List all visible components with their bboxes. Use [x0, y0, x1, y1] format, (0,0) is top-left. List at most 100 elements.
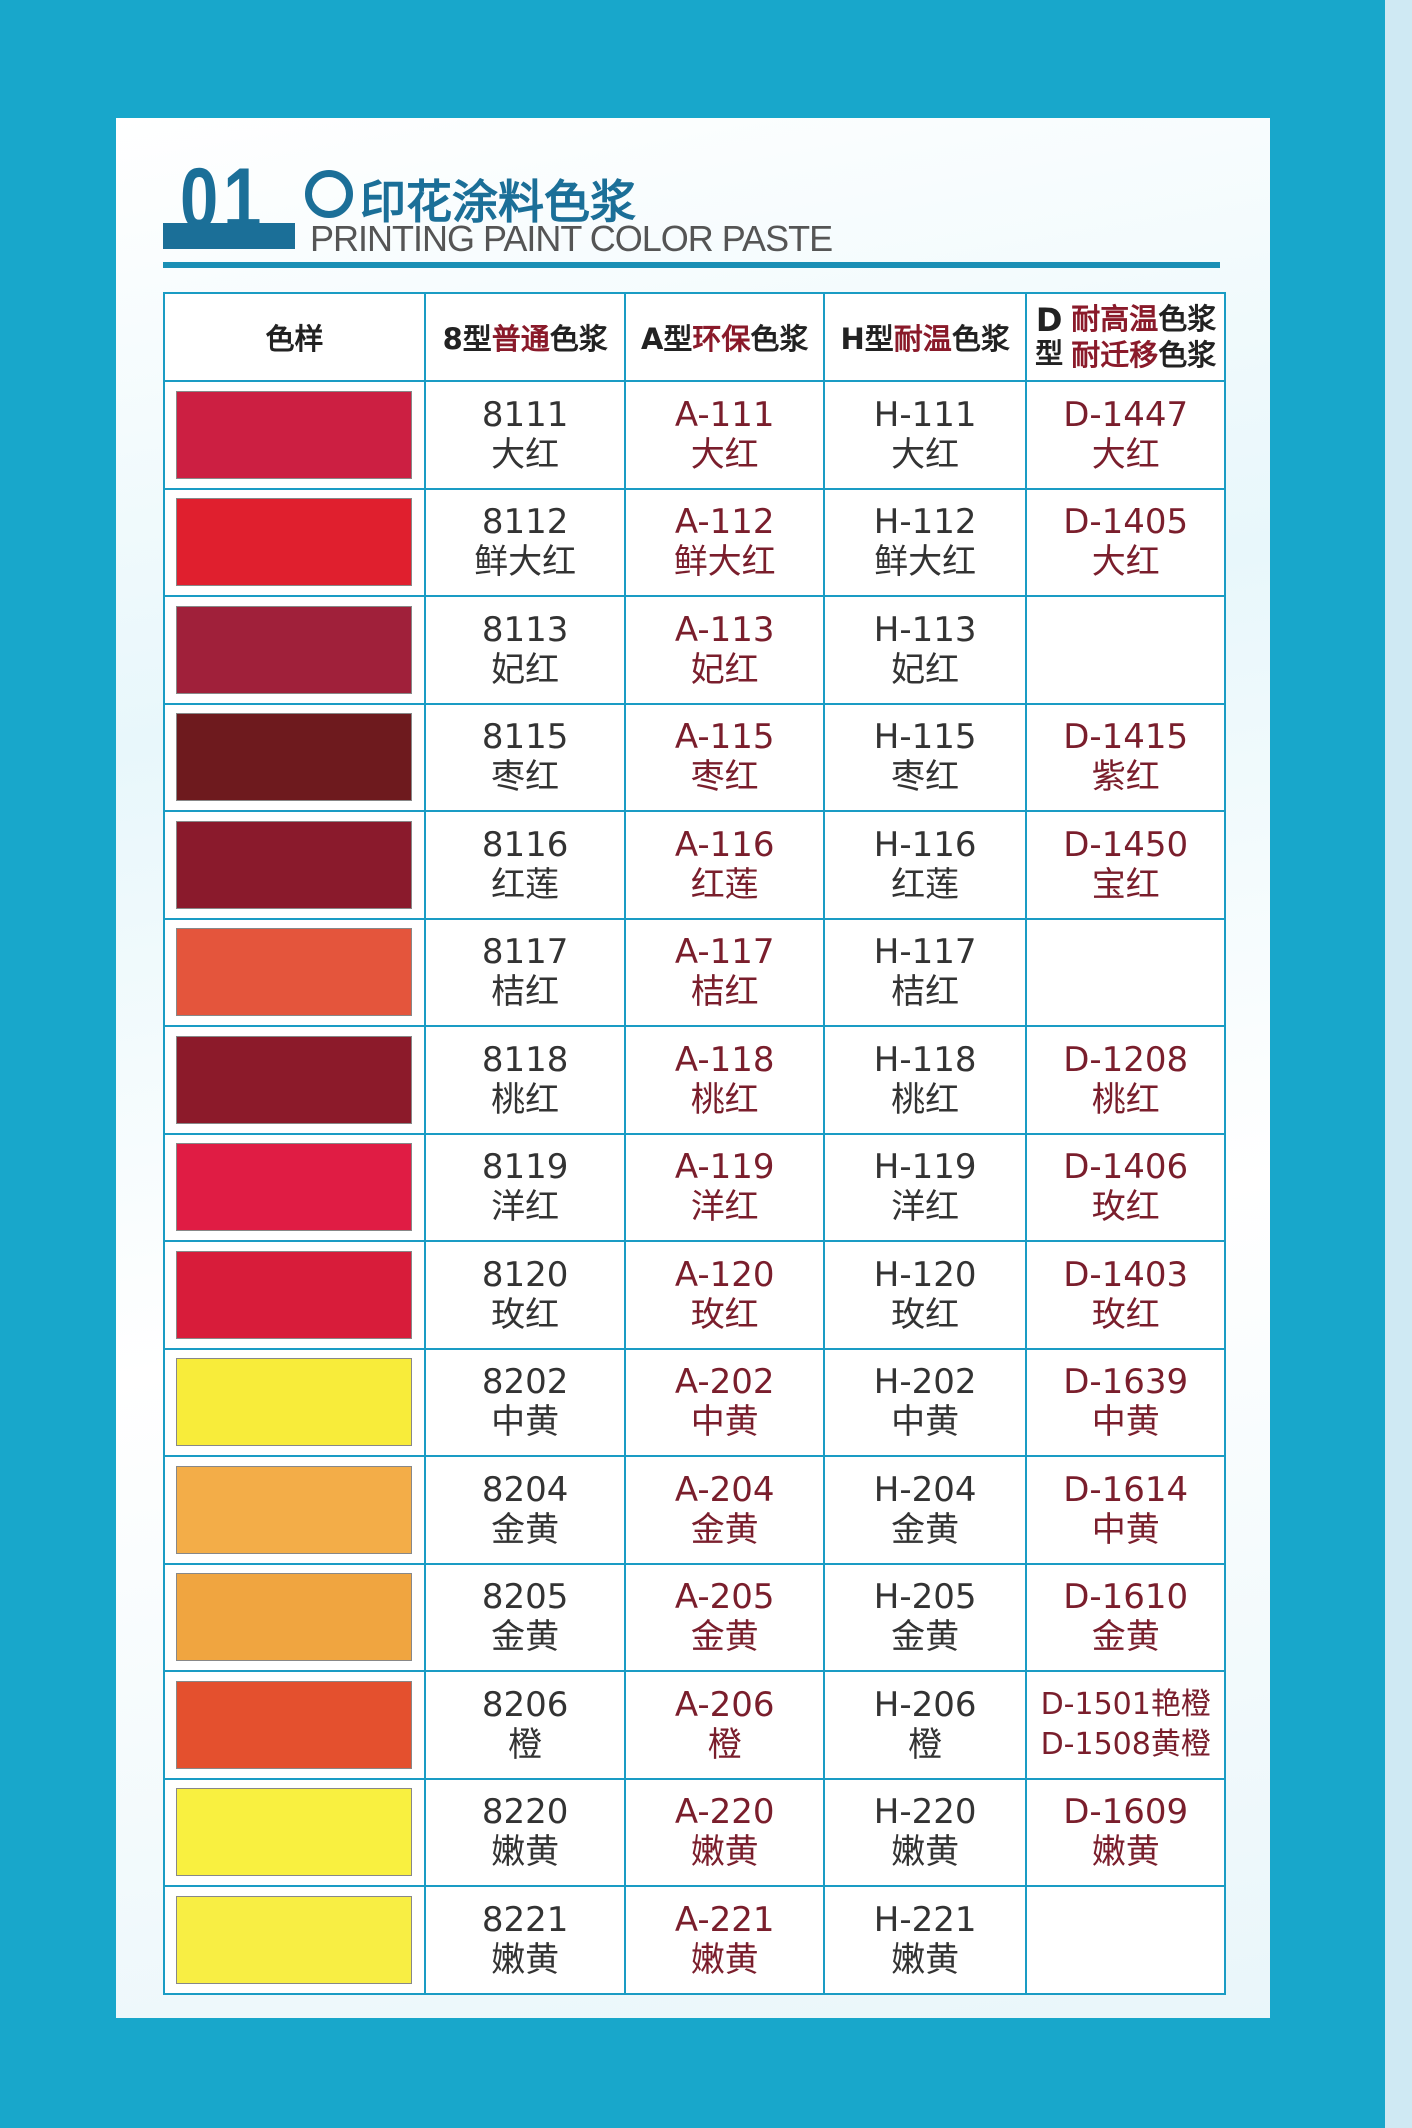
code-cell-h: H-205 金黄 [822, 1562, 1028, 1672]
color-swatch [176, 1143, 413, 1232]
swatch-cell [163, 1777, 426, 1887]
code-cell-a: A-113 妃红 [624, 595, 825, 705]
color-name: 嫩黄 [690, 1832, 759, 1873]
table-row: 8204 金黄 A-204 金黄 H-204 金黄 D-1614 中黄 [163, 1455, 1226, 1565]
color-name: 宝红 [1091, 864, 1160, 905]
label: A型 [640, 322, 693, 356]
color-swatch [176, 1250, 413, 1339]
label: 耐高温 [1071, 302, 1159, 336]
page-edge [1385, 0, 1412, 2128]
code-cell-d: D-1610 金黄 [1025, 1562, 1226, 1672]
code-cell-d: D-1405 大红 [1025, 487, 1226, 597]
color-swatch [176, 1788, 413, 1877]
code-cell-h: H-112 鲜大红 [822, 487, 1028, 597]
code-cell-d: D-1415 紫红 [1025, 702, 1226, 812]
code-cell-d: D-1639 中黄 [1025, 1347, 1226, 1457]
color-swatch [176, 1358, 413, 1447]
code-cell-a: A-220 嫩黄 [624, 1777, 825, 1887]
product-code: A-111 [674, 394, 775, 435]
color-name: 玫红 [891, 1294, 960, 1335]
label: 色浆 [549, 322, 608, 356]
product-code: H-221 [873, 1899, 977, 1940]
code-cell-c8: 8111 大红 [423, 380, 627, 490]
product-code: A-117 [674, 932, 775, 973]
table-row: 8206 橙 A-206 橙 H-206 橙 D-1501艳橙 D-1508黄橙 [163, 1670, 1226, 1780]
code-cell-d [1025, 1885, 1226, 1995]
product-code: H-220 [873, 1792, 977, 1833]
code-cell-a: A-117 桔红 [624, 917, 825, 1027]
code-cell-c8: 8119 洋红 [423, 1132, 627, 1242]
swatch-cell [163, 1132, 426, 1242]
title-bar-decoration [163, 223, 295, 249]
color-name: 大红 [1091, 542, 1160, 583]
product-code: 8115 [481, 717, 569, 758]
swatch-cell [163, 380, 426, 490]
color-name: 嫩黄 [491, 1939, 560, 1980]
color-name: 红莲 [690, 864, 759, 905]
code-cell-c8: 8205 金黄 [423, 1562, 627, 1672]
product-code: D-1614 [1063, 1469, 1189, 1510]
color-name: 大红 [491, 434, 560, 475]
product-code: 8117 [481, 932, 569, 973]
label: 8型 [442, 322, 492, 356]
color-name: 橙 [508, 1724, 543, 1765]
code-cell-h: H-220 嫩黄 [822, 1777, 1028, 1887]
label: 色浆 [1158, 338, 1217, 372]
color-swatch [176, 1895, 413, 1984]
color-swatch [176, 713, 413, 802]
color-name: 枣红 [491, 757, 560, 798]
code-cell-c8: 8112 鲜大红 [423, 487, 627, 597]
product-code: A-112 [674, 502, 775, 543]
product-code: H-113 [873, 609, 977, 650]
code-cell-h: H-202 中黄 [822, 1347, 1028, 1457]
code-cell-d: D-1447 大红 [1025, 380, 1226, 490]
product-code: D-1501艳橙 [1040, 1686, 1211, 1722]
code-cell-c8: 8220 嫩黄 [423, 1777, 627, 1887]
swatch-cell [163, 1670, 426, 1780]
code-cell-a: A-116 红莲 [624, 810, 825, 920]
label: 耐迁移 [1071, 338, 1159, 372]
product-code: 8113 [481, 609, 569, 650]
color-name: 金黄 [690, 1617, 759, 1658]
color-name: 鲜大红 [673, 542, 776, 583]
code-cell-h: H-118 桃红 [822, 1025, 1028, 1135]
color-name: 洋红 [690, 1187, 759, 1228]
code-cell-a: A-205 金黄 [624, 1562, 825, 1672]
header-swatch: 色样 [163, 292, 426, 382]
product-code: A-118 [674, 1039, 775, 1080]
color-name: D-1508黄橙 [1040, 1726, 1211, 1762]
code-cell-a: A-118 桃红 [624, 1025, 825, 1135]
table-row: 8202 中黄 A-202 中黄 H-202 中黄 D-1639 中黄 [163, 1347, 1226, 1457]
product-code: D-1208 [1063, 1039, 1189, 1080]
code-cell-d: D-1501艳橙 D-1508黄橙 [1025, 1670, 1226, 1780]
table-row: 8205 金黄 A-205 金黄 H-205 金黄 D-1610 金黄 [163, 1562, 1226, 1672]
color-name: 鲜大红 [874, 542, 977, 583]
color-name: 嫩黄 [891, 1832, 960, 1873]
divider [163, 262, 1220, 268]
label: 型 [1035, 337, 1064, 370]
code-cell-h: H-117 桔红 [822, 917, 1028, 1027]
label: D [1035, 301, 1063, 339]
product-code: H-204 [873, 1469, 977, 1510]
product-code: 8112 [481, 502, 569, 543]
label: H型 [840, 322, 894, 356]
color-name: 橙 [707, 1724, 742, 1765]
product-code: A-120 [674, 1254, 775, 1295]
color-swatch [176, 1465, 413, 1554]
code-cell-c8: 8115 枣红 [423, 702, 627, 812]
color-name: 金黄 [1091, 1617, 1160, 1658]
product-code: A-116 [674, 824, 775, 865]
code-cell-d: D-1208 桃红 [1025, 1025, 1226, 1135]
code-cell-a: A-120 玫红 [624, 1240, 825, 1350]
color-name: 玫红 [1091, 1294, 1160, 1335]
color-name: 紫红 [1091, 757, 1160, 798]
code-cell-h: H-116 红莲 [822, 810, 1028, 920]
product-code: 8220 [481, 1792, 569, 1833]
color-swatch [176, 820, 413, 909]
product-code: 8118 [481, 1039, 569, 1080]
code-cell-c8: 8206 橙 [423, 1670, 627, 1780]
color-name: 中黄 [491, 1402, 560, 1443]
color-name: 枣红 [690, 757, 759, 798]
